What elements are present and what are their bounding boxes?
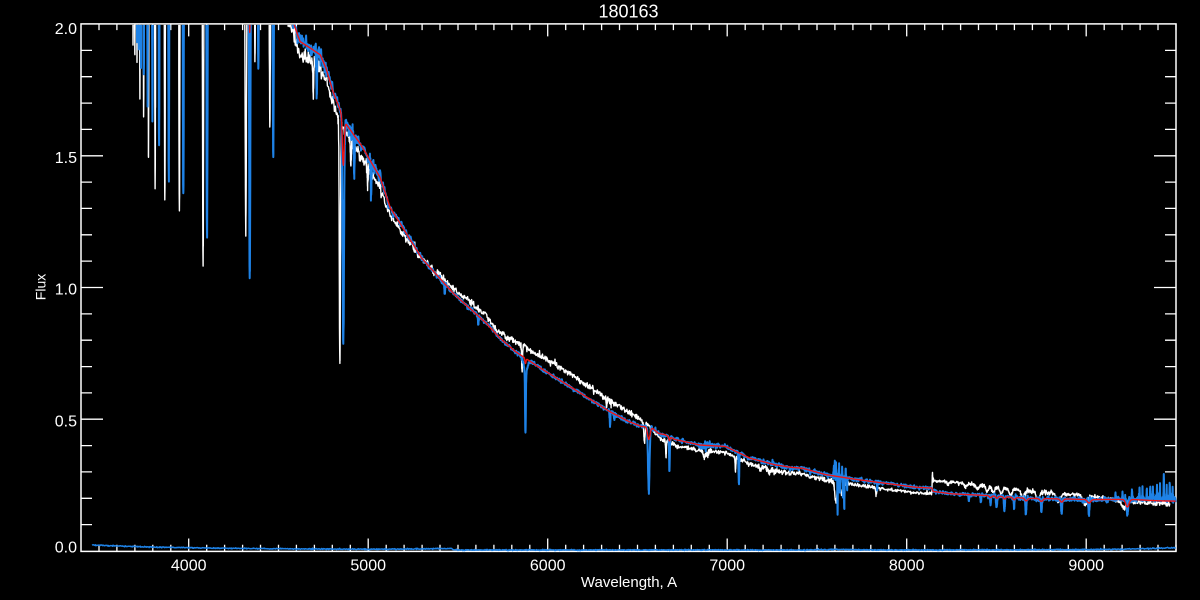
svg-text:Flux: Flux xyxy=(33,274,49,300)
svg-text:180163: 180163 xyxy=(598,2,658,22)
svg-text:8000: 8000 xyxy=(889,558,925,575)
svg-text:Wavelength, A: Wavelength, A xyxy=(581,574,677,591)
svg-text:0.0: 0.0 xyxy=(55,539,77,556)
svg-text:0.5: 0.5 xyxy=(55,413,77,430)
svg-text:2.0: 2.0 xyxy=(55,21,77,38)
svg-text:1.0: 1.0 xyxy=(55,282,77,299)
svg-text:9000: 9000 xyxy=(1068,558,1104,575)
svg-text:1.5: 1.5 xyxy=(55,150,77,167)
svg-text:6000: 6000 xyxy=(530,558,566,575)
svg-text:5000: 5000 xyxy=(350,558,386,575)
svg-text:4000: 4000 xyxy=(171,558,207,575)
svg-text:7000: 7000 xyxy=(709,558,745,575)
